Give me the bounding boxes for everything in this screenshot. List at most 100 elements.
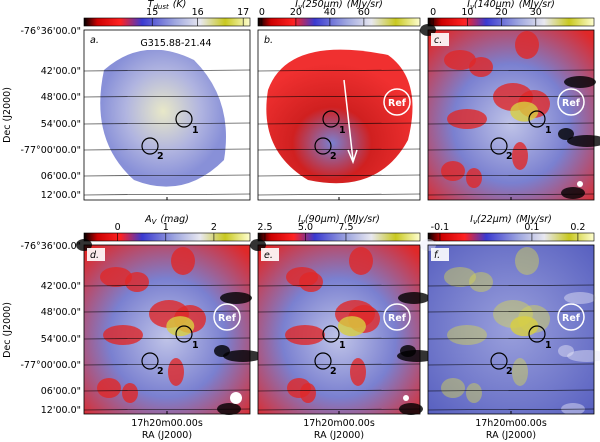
dec-tick-label: 06'00.0" [41, 171, 81, 182]
coordinate-line [427, 95, 595, 98]
marker-label: 1 [192, 125, 199, 136]
marker-circle [175, 110, 193, 128]
coordinate-line [83, 122, 251, 125]
colorbar-tick-label: 0 [115, 222, 121, 233]
letter-box [261, 33, 279, 46]
bright-region [510, 101, 539, 122]
coordinate-line [83, 389, 251, 392]
marker-label: 2 [506, 151, 513, 162]
colorbar-title: AV (mag) [144, 214, 189, 226]
image-patch [447, 109, 487, 129]
bright-region [510, 316, 539, 337]
marker-label: 2 [506, 366, 513, 377]
ra-tick-label: 17h20m00.00s [303, 418, 375, 429]
coordinate-line [257, 310, 421, 313]
marker-label: 1 [339, 125, 346, 136]
colorbar-title: Iν(140μm) (MJy/sr) [467, 0, 555, 11]
image-patch [223, 350, 263, 362]
label-part: (22μm) [477, 214, 512, 225]
coordinate-line [427, 69, 595, 72]
axis-label: RA (J2000) [142, 430, 192, 441]
marker-label: 2 [157, 151, 164, 162]
label-part: ν [473, 218, 477, 226]
colorbar [257, 17, 421, 27]
label-part: (90μm) [305, 214, 340, 225]
panel-letter: a. [90, 35, 99, 46]
label-part: T [148, 0, 155, 10]
label-part: (MJy/sr) [347, 0, 383, 10]
image-patch [512, 358, 528, 386]
marker-label: 2 [330, 151, 337, 162]
dec-tick-label: -77°00'00.0" [21, 360, 82, 371]
colorbar [83, 17, 251, 27]
letter-box [431, 248, 449, 261]
image-patch [441, 378, 465, 398]
image-patch [349, 247, 373, 275]
ref-label: Ref [388, 313, 407, 324]
bright-region [337, 316, 366, 337]
image-patch [444, 50, 476, 70]
image-patch [285, 325, 325, 345]
colorbar-tick-label: 2 [211, 222, 217, 233]
image-patch [515, 31, 539, 59]
image-patch [466, 383, 482, 403]
marker-label: 1 [192, 340, 199, 351]
image-patch [398, 292, 430, 304]
label-part: (MJy/sr) [344, 214, 380, 225]
label-part: I [470, 214, 473, 225]
coordinate-line [257, 95, 421, 98]
colorbar-title: Iν(22μm) (MJy/sr) [470, 214, 552, 226]
image-patch [168, 358, 184, 386]
marker-circle [490, 137, 508, 155]
colorbar-tick-label: 10 [461, 7, 473, 18]
image-patch [441, 161, 465, 181]
image-patch [400, 345, 416, 357]
beam [403, 395, 409, 401]
beam [577, 181, 583, 187]
letter-box [87, 33, 105, 46]
coordinate-line [427, 389, 595, 392]
image-patch [567, 350, 600, 362]
coordinate-line [83, 408, 251, 411]
coordinate-line [83, 310, 251, 313]
ref-label: Ref [218, 313, 237, 324]
coordinate-line [427, 337, 595, 340]
image-patch [97, 378, 121, 398]
colorbar-tick-label: 20 [496, 7, 508, 18]
label-part: V [152, 218, 158, 226]
panel-letter: f. [434, 250, 440, 261]
label-part: A [144, 214, 152, 225]
marker-circle [314, 352, 332, 370]
label-part: ν [301, 218, 305, 226]
dec-tick-label: -76°36'00.0" [21, 241, 82, 252]
label-part: (140μm) [474, 0, 515, 10]
dec-tick-label: -76°36'00.0" [21, 26, 82, 37]
colorbar [427, 17, 595, 27]
dec-tick-label: 54'00.0" [41, 334, 81, 345]
image-patch [558, 128, 574, 140]
coordinate-line [427, 284, 595, 287]
image-patch [444, 267, 476, 287]
colorbar-tick-label: 15 [146, 7, 158, 18]
axis-label: Dec (J2000) [2, 87, 13, 143]
label-part: (MJy/sr) [516, 214, 552, 225]
bright-region [166, 316, 195, 337]
colorbar-tick-label: 40 [324, 7, 336, 18]
coordinate-line [257, 193, 421, 196]
image-patch [512, 142, 528, 170]
marker-circle [322, 110, 340, 128]
image-patch [171, 247, 195, 275]
image-patch [564, 76, 596, 88]
direction-arrow [343, 79, 358, 165]
image-patch [214, 345, 230, 357]
dec-tick-label: 48'00.0" [41, 307, 81, 318]
emission-map [100, 49, 226, 187]
dec-tick-label: 42'00.0" [41, 66, 81, 77]
coordinate-line [257, 389, 421, 392]
coordinate-line [257, 284, 421, 287]
coordinate-line [427, 408, 595, 411]
coordinate-line [257, 122, 421, 125]
colorbar-tick-label: 2.5 [257, 222, 272, 233]
marker-circle [141, 137, 159, 155]
axis-label: RA (J2000) [314, 430, 364, 441]
